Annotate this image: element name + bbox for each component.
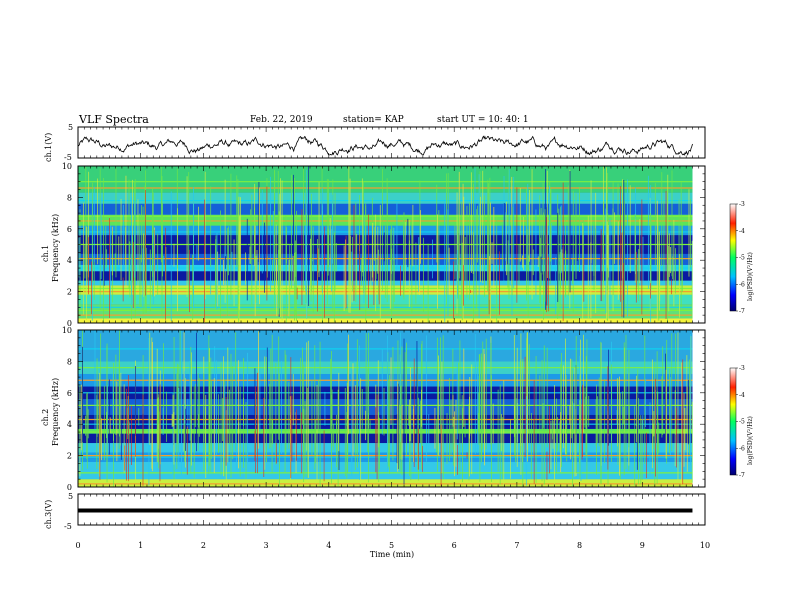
- colorbar-tick-label: -5: [739, 419, 745, 426]
- x-tick-label: 9: [640, 541, 645, 550]
- x-tick-label: 1: [138, 541, 143, 550]
- spec-band: [78, 166, 693, 193]
- colorbar-label: log(PSD)(V²/Hz): [747, 252, 754, 301]
- ch1-waveform-panel: 5 -5 ch.1(V): [44, 123, 706, 162]
- ch1-spec-ylabel-freq: Frequency (kHz): [51, 214, 60, 282]
- spec-ytick-label: 6: [67, 389, 72, 398]
- ch3-ytick-bottom: -5: [64, 522, 72, 531]
- spec-band: [78, 414, 693, 429]
- ch1-ylabel: ch.1(V): [44, 133, 53, 162]
- colorbar-tick-label: -4: [739, 392, 745, 399]
- ch3-ytick-top: 5: [68, 492, 73, 501]
- spec-ytick-label: 0: [67, 319, 72, 328]
- colorbar-tick-label: -5: [739, 255, 745, 262]
- spec-band: [78, 192, 693, 204]
- spec-band: [78, 214, 693, 226]
- colorbar-label: log(PSD)(V²/Hz): [747, 416, 754, 465]
- ch3-waveform-ticks: [77, 494, 706, 525]
- x-tick-label: 8: [577, 541, 582, 550]
- figure-title: VLF Spectra: [78, 113, 149, 126]
- spec-ytick-label: 6: [67, 225, 72, 234]
- colorbar-gradient: [729, 367, 737, 476]
- ch1-waveform-line: [77, 135, 693, 156]
- colorbar-gradient: [729, 203, 737, 312]
- x-tick-label: 7: [514, 541, 519, 550]
- spec-ytick-label: 8: [67, 193, 72, 202]
- x-tick-label: 0: [75, 541, 80, 550]
- x-tick-label: 3: [264, 541, 269, 550]
- spec-band: [78, 330, 693, 362]
- spec-band: [78, 433, 693, 444]
- x-tick-label: 4: [326, 541, 331, 550]
- x-tick-label: 5: [389, 541, 394, 550]
- colorbar-tick-label: -6: [739, 445, 745, 452]
- x-tick-label: 6: [452, 541, 457, 550]
- spec-band: [78, 461, 693, 480]
- spec-ytick-label: 2: [67, 288, 72, 297]
- spec-band: [78, 479, 693, 487]
- ch1-spectrogram-image: [78, 166, 693, 323]
- ch2-spec-ylabel-channel: ch.2: [41, 409, 50, 426]
- spec-ytick-label: 2: [67, 452, 72, 461]
- ch1-spectrogram-panel: 0 2 4 6 8 10 ch.1 Frequency (kHz) -3 -4 -5 -6 -7l…: [41, 162, 754, 328]
- x-axis-tick-labels: 0 1 2 3 4 5 6 7 8 9 10: [75, 541, 710, 550]
- date-label: Feb. 22, 2019: [250, 115, 313, 125]
- spec-band: [78, 304, 693, 319]
- ch1-spec-ylabel-channel: ch.1: [41, 245, 50, 262]
- ch3-ylabel: ch.3(V): [44, 500, 53, 529]
- ch2-spectrogram-image: [78, 330, 693, 487]
- ch1-waveform-ticks: [77, 127, 706, 158]
- colorbar-tick-label: -7: [739, 472, 745, 479]
- ch1-ytick-bottom: -5: [64, 153, 72, 162]
- spec-ytick-label: 10: [62, 326, 72, 335]
- spec-band: [78, 294, 693, 305]
- spec-ytick-label: 4: [67, 420, 72, 429]
- ch2-spec-ylabel-freq: Frequency (kHz): [51, 378, 60, 446]
- spec-ytick-label: 0: [67, 483, 72, 492]
- start-time-label: start UT = 10: 40: 1: [437, 115, 529, 125]
- colorbar-tick-label: -3: [739, 201, 745, 208]
- ch1-spectrogram-ticks: 0 2 4 6 8 10: [62, 162, 706, 328]
- ch2-spectrogram-panel: 0 2 4 6 8 10 ch.2 Frequency (kHz) -3 -4 -5 -6 -7l…: [41, 326, 754, 492]
- x-tick-label: 10: [700, 541, 710, 550]
- ch2-spectrogram-ticks: 0 2 4 6 8 10: [62, 326, 706, 492]
- spec-ytick-label: 4: [67, 256, 72, 265]
- x-axis-label: Time (min): [370, 550, 414, 559]
- colorbar-tick-label: -3: [739, 365, 745, 372]
- spec-ytick-label: 10: [62, 162, 72, 171]
- spec-band: [78, 399, 693, 415]
- ch1-ytick-top: 5: [68, 123, 73, 132]
- spec-band: [78, 443, 693, 453]
- station-label: station= KAP: [343, 115, 404, 125]
- spec-band: [78, 428, 693, 434]
- x-tick-label: 2: [201, 541, 206, 550]
- spec-ytick-label: 8: [67, 357, 72, 366]
- colorbar-tick-label: -7: [739, 308, 745, 315]
- spec-band: [78, 203, 693, 215]
- ch3-waveform-panel: 5 -5 ch.3(V): [44, 492, 706, 531]
- colorbar-tick-label: -6: [739, 281, 745, 288]
- colorbar-tick-label: -4: [739, 228, 745, 235]
